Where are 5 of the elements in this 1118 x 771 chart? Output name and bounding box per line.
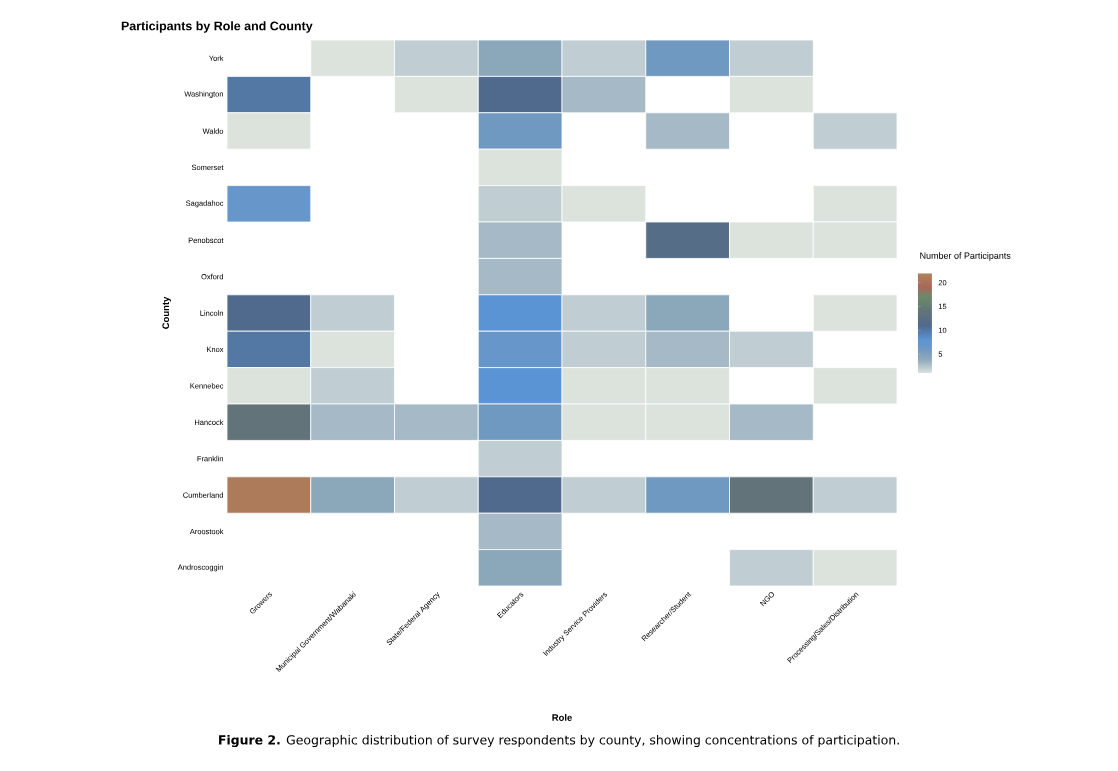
x-axis-title: Role xyxy=(552,714,572,721)
y-axis-title: County xyxy=(162,296,171,329)
text: Figure 2. Geographic distribution of survey respondents by county, showing concentrations of participation. xyxy=(219,734,899,748)
chart-title: Participants by Role and County xyxy=(121,21,313,33)
color-bar-title: Number of Participants xyxy=(920,252,1011,261)
